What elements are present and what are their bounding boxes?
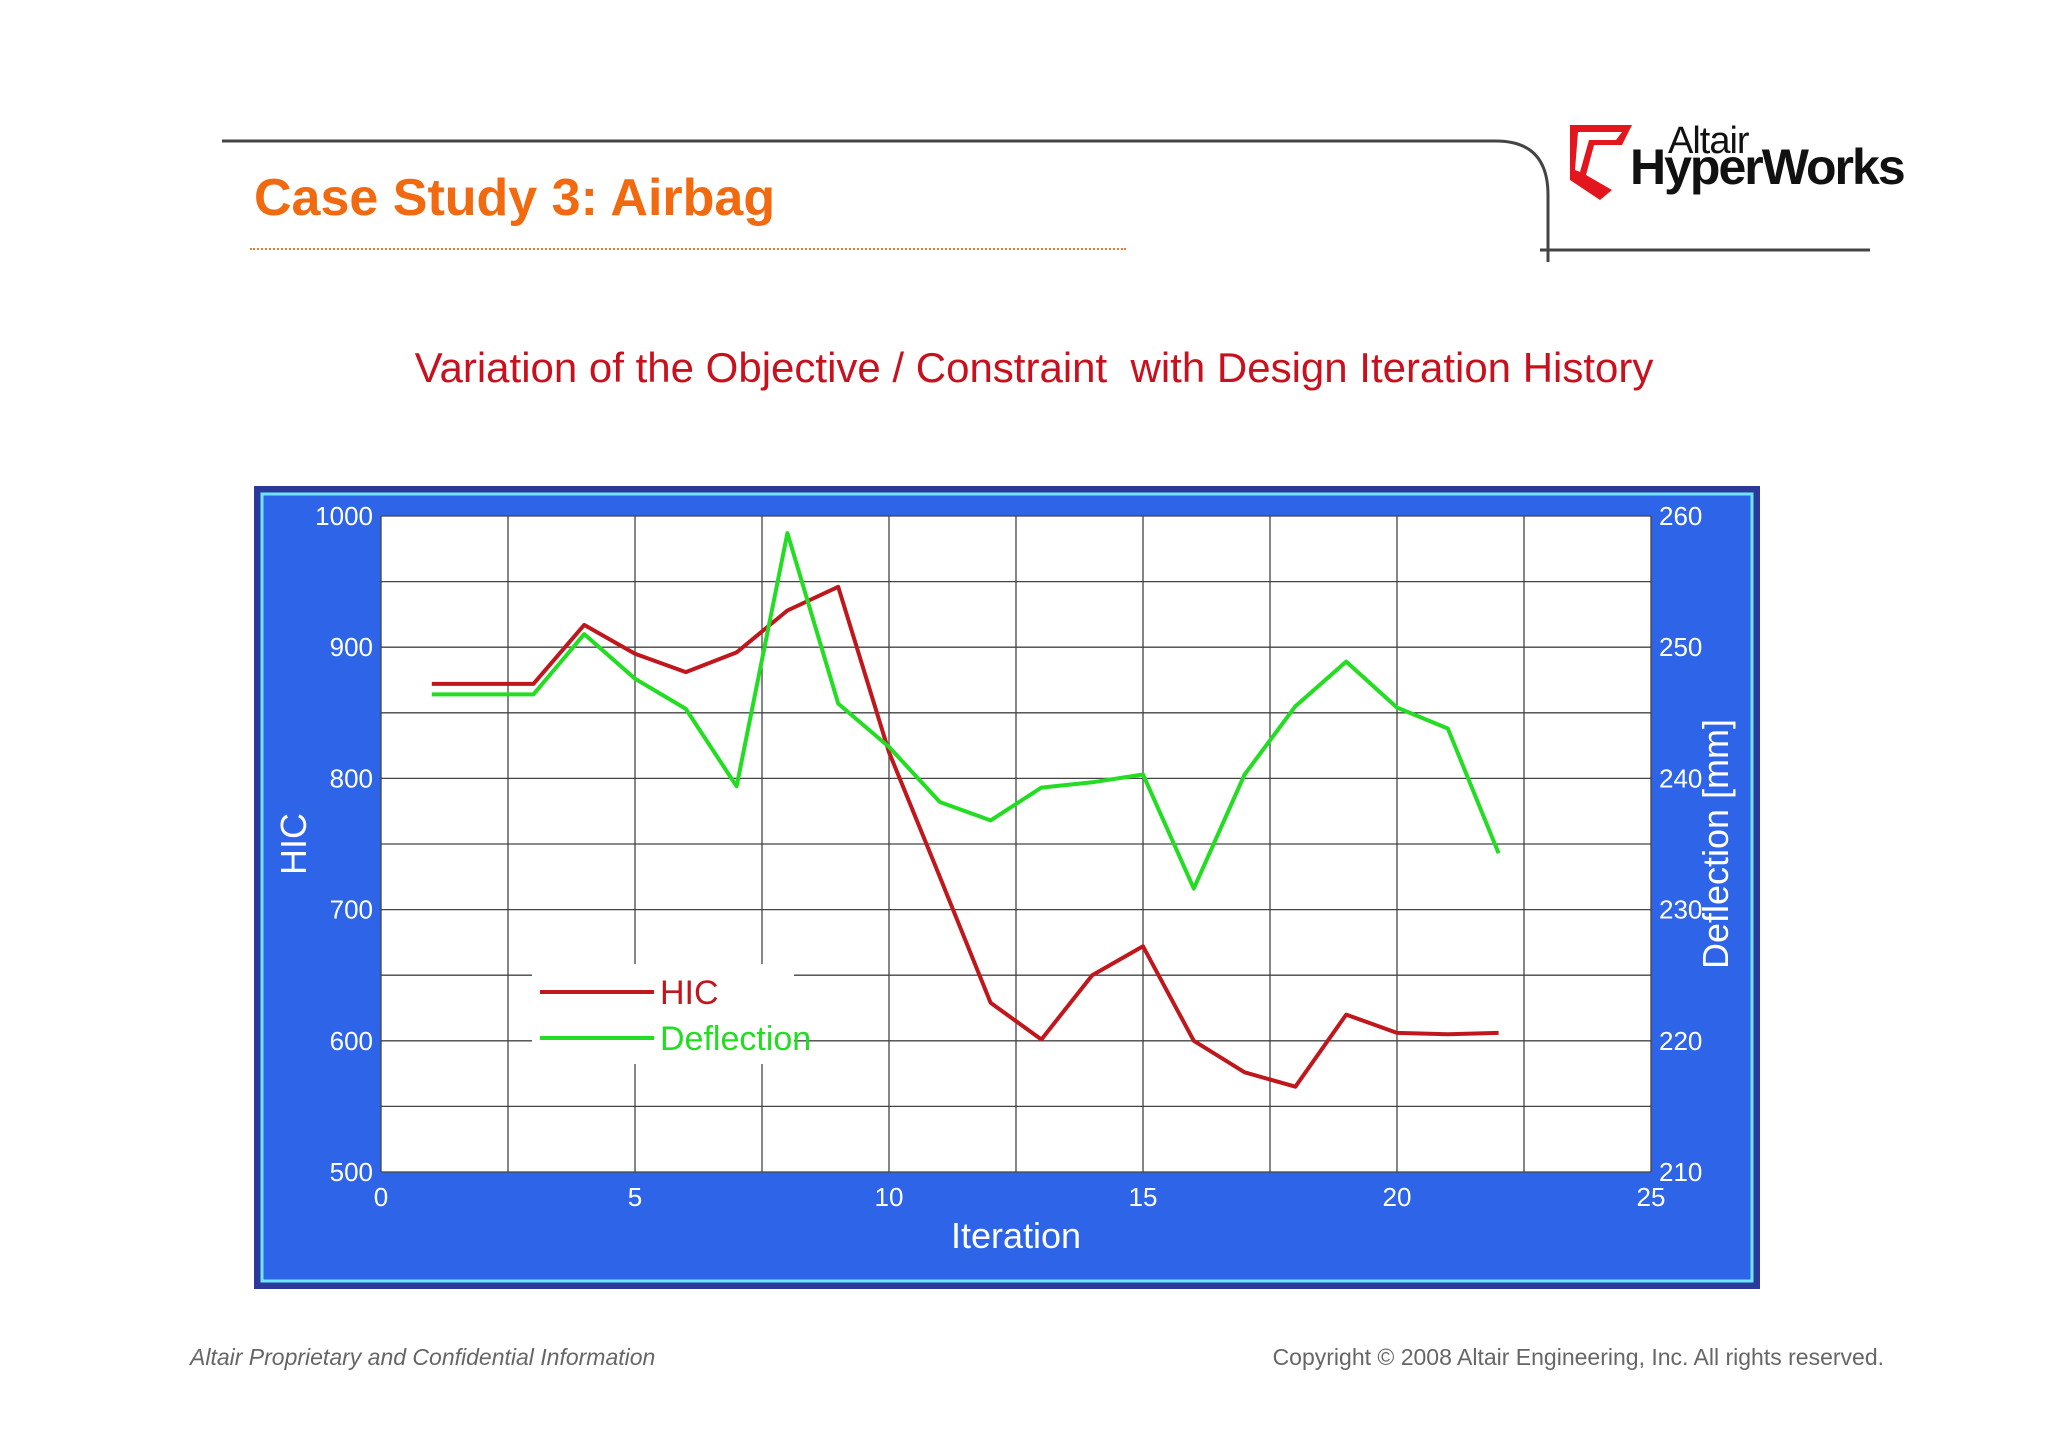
footer-confidential: Altair Proprietary and Confidential Info… <box>190 1344 656 1370</box>
chart-frame: 0 5 10 15 20 25 500 600 700 800 900 1000 210 220 230 24… <box>254 486 1760 1289</box>
legend-label: Deflection <box>660 1020 811 1058</box>
series-line-deflection <box>431 531 1501 891</box>
x-tick-label: 5 <box>628 1182 642 1212</box>
header-rule <box>222 125 1870 262</box>
y-left-tick-label: 600 <box>330 1026 373 1056</box>
y-right-tick-label: 230 <box>1659 895 1702 925</box>
tick-labels: 0 5 10 15 20 25 500 600 700 800 900 1000 210 220 230 24… <box>315 501 1702 1212</box>
x-tick-label: 10 <box>875 1182 904 1212</box>
y-right-tick-label: 240 <box>1659 763 1702 793</box>
series-line-hic <box>431 584 1499 1089</box>
logo-brand-small: Altair <box>1668 120 1750 162</box>
x-tick-label: 20 <box>1383 1182 1412 1212</box>
x-tick-label: 25 <box>1637 1182 1666 1212</box>
y-left-tick-label: 700 <box>330 895 373 925</box>
logo-brand-big: HyperWorks <box>1630 139 1906 195</box>
page-title: Case Study 3: Airbag <box>254 169 776 227</box>
x-axis-label: Iteration <box>951 1215 1081 1256</box>
legend: HIC Deflection <box>532 964 811 1064</box>
altair-logo-icon <box>1570 125 1632 200</box>
footer-copyright: Copyright © 2008 Altair Engineering, Inc… <box>1272 1344 1884 1370</box>
y-axis-right-label: Deflection [mm] <box>1695 719 1736 969</box>
y-right-tick-label: 220 <box>1659 1026 1702 1056</box>
y-right-tick-label: 260 <box>1659 501 1702 531</box>
y-right-tick-label: 250 <box>1659 632 1702 662</box>
y-left-tick-label: 900 <box>330 632 373 662</box>
chart-subtitle: Variation of the Objective / Constraint … <box>414 344 1654 391</box>
x-tick-label: 15 <box>1129 1182 1158 1212</box>
y-right-tick-label: 210 <box>1659 1157 1702 1187</box>
series-lines <box>431 531 1501 1089</box>
y-axis-left-label: HIC <box>273 813 314 875</box>
x-tick-label: 0 <box>374 1182 388 1212</box>
y-left-tick-label: 1000 <box>315 501 373 531</box>
y-left-tick-label: 500 <box>330 1157 373 1187</box>
legend-label: HIC <box>660 974 719 1012</box>
line-chart: 0 5 10 15 20 25 500 600 700 800 900 1000 210 220 230 24… <box>254 486 1760 1289</box>
legend-box <box>532 964 794 1064</box>
title-underline <box>250 248 1126 250</box>
y-left-tick-label: 800 <box>330 763 373 793</box>
gridlines <box>380 515 1652 1173</box>
